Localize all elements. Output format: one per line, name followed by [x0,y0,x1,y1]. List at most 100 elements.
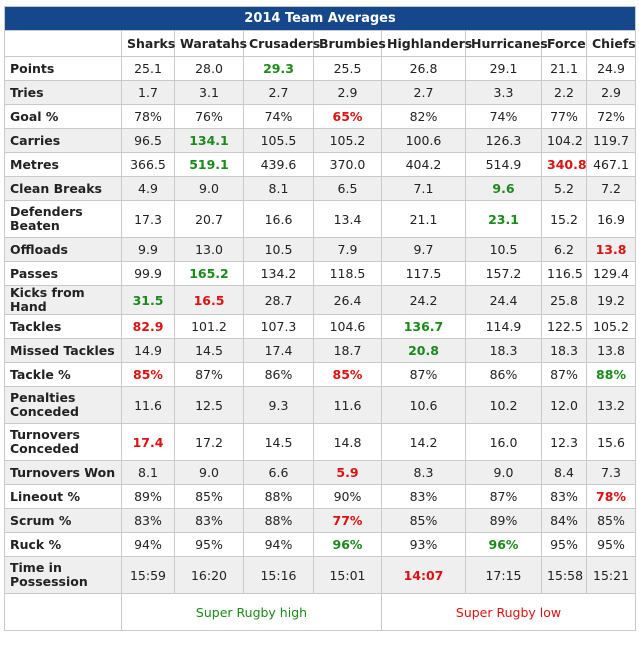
stat-cell: 119.7 [585,128,637,153]
team-header-highlanders: Highlanders [381,30,472,57]
stat-cell: 15:01 [313,556,382,594]
stat-cell: 10.6 [381,386,466,424]
stat-cell: 74% [243,104,314,129]
stat-cell: 17:15 [465,556,542,594]
row-label: Tries [4,80,122,105]
stat-cell: 83% [121,508,175,533]
stat-cell: 14.5 [243,423,314,461]
stat-cell: 2.9 [585,80,637,105]
stat-cell: 88% [585,362,637,387]
stat-cell: 28.0 [174,56,244,81]
row-label: Goal % [4,104,122,129]
stat-cell: 4.9 [121,176,175,201]
table-row: Turnovers Won 8.1 9.0 6.6 5.9 8.3 9.0 8.4 7.3 [4,460,637,485]
team-header-sharks: Sharks [121,30,175,57]
stat-cell: 340.8 [541,152,587,177]
legend-row: Super Rugby high Super Rugby low [4,593,637,631]
stat-cell: 18.3 [465,338,542,363]
stat-cell: 16:20 [174,556,244,594]
stat-cell: 29.3 [243,56,314,81]
stat-cell: 107.3 [243,314,314,339]
stat-cell: 10.2 [465,386,542,424]
team-header-brumbies: Brumbies [313,30,386,57]
stat-cell: 118.5 [313,261,382,286]
stat-cell: 90% [313,484,382,509]
stat-cell: 28.7 [243,285,314,315]
stat-cell: 6.5 [313,176,382,201]
team-averages-container: 2014 Team Averages Sharks Waratahs Crusade… [3,6,637,631]
team-header-chiefs: Chiefs [585,30,637,57]
stat-cell: 74% [465,104,542,129]
stat-cell: 126.3 [465,128,542,153]
legend-high: Super Rugby high [121,593,382,631]
stat-cell: 82.9 [121,314,175,339]
stat-cell: 78% [585,484,637,509]
stat-cell: 24.4 [465,285,542,315]
stat-cell: 99.9 [121,261,175,286]
stat-cell: 114.9 [465,314,542,339]
stat-cell: 85% [121,362,175,387]
row-label: Clean Breaks [4,176,122,201]
stat-cell: 29.1 [465,56,542,81]
stat-cell: 129.4 [585,261,637,286]
stat-cell: 14.9 [121,338,175,363]
stat-cell: 96.5 [121,128,175,153]
stat-cell: 11.6 [121,386,175,424]
team-header-force: Force [541,30,587,57]
stat-cell: 439.6 [243,152,314,177]
table-row: Carries 96.5 134.1 105.5 105.2 100.6 126.3 104.… [4,128,637,153]
row-label: Carries [4,128,122,153]
stat-cell: 76% [174,104,244,129]
stat-cell: 7.3 [585,460,637,485]
stat-cell: 17.4 [121,423,175,461]
stat-cell: 89% [121,484,175,509]
stat-cell: 13.8 [585,338,637,363]
table-row: Offloads 9.9 13.0 10.5 7.9 9.7 10.5 6.2 13.8 [4,237,637,262]
stat-cell: 13.4 [313,200,382,238]
legend-spacer [4,593,122,631]
stat-cell: 87% [174,362,244,387]
stat-cell: 134.1 [174,128,244,153]
stat-cell: 2.9 [313,80,382,105]
stat-cell: 8.4 [541,460,587,485]
table-row: Time in Possession 15:59 16:20 15:16 15:01 14… [4,556,637,594]
stat-cell: 96% [313,532,382,557]
stat-cell: 9.9 [121,237,175,262]
stat-cell: 21.1 [381,200,466,238]
stat-cell: 94% [121,532,175,557]
table-title: 2014 Team Averages [3,6,637,31]
table-row: Lineout % 89% 85% 88% 90% 83% 87% 83% 78% [4,484,637,509]
stat-cell: 14:07 [381,556,466,594]
stat-cell: 17.2 [174,423,244,461]
stat-cell: 65% [313,104,382,129]
stat-cell: 20.8 [381,338,466,363]
stat-cell: 14.2 [381,423,466,461]
stat-cell: 12.5 [174,386,244,424]
table-row: Passes 99.9 165.2 134.2 118.5 117.5 157.2 116.5… [4,261,637,286]
team-header-hurricanes: Hurricanes [465,30,548,57]
stat-cell: 105.2 [313,128,382,153]
row-label: Tackles [4,314,122,339]
stat-cell: 18.3 [541,338,587,363]
stat-cell: 366.5 [121,152,175,177]
stat-cell: 82% [381,104,466,129]
stat-cell: 100.6 [381,128,466,153]
stat-cell: 78% [121,104,175,129]
stat-cell: 8.1 [243,176,314,201]
stat-cell: 85% [585,508,637,533]
stat-cell: 12.3 [541,423,587,461]
stat-cell: 25.8 [541,285,587,315]
stat-cell: 89% [465,508,542,533]
stat-cell: 404.2 [381,152,466,177]
stat-cell: 5.2 [541,176,587,201]
stat-cell: 93% [381,532,466,557]
stat-cell: 2.7 [243,80,314,105]
stat-cell: 77% [541,104,587,129]
stat-cell: 31.5 [121,285,175,315]
stat-cell: 134.2 [243,261,314,286]
row-label: Defenders Beaten [4,200,122,238]
stat-cell: 10.5 [243,237,314,262]
stat-cell: 83% [541,484,587,509]
stat-cell: 3.3 [465,80,542,105]
stat-cell: 6.2 [541,237,587,262]
